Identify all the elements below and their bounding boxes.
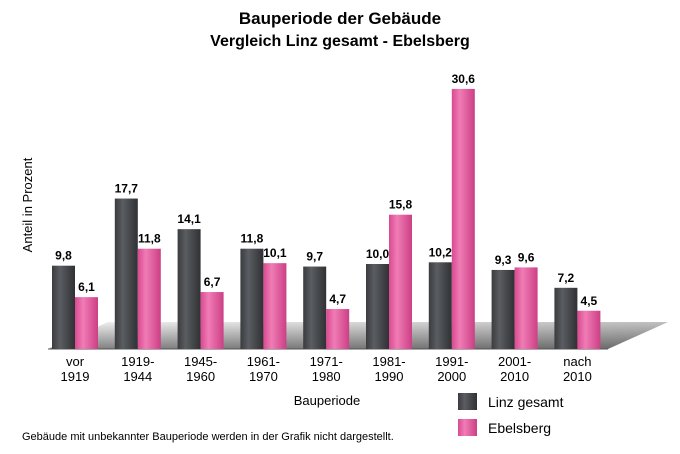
x-tick-label: 1991-	[435, 354, 468, 369]
bar-value-label: 9,8	[55, 249, 72, 263]
bar-linz-5	[366, 264, 389, 349]
bar-value-label: 11,8	[138, 232, 161, 246]
bar-ebelsberg-8	[577, 310, 601, 349]
bar-ebelsberg-5	[389, 214, 412, 349]
bar-value-label: 6,1	[78, 280, 95, 294]
x-tick-label: 2010	[563, 369, 592, 384]
x-tick-label: 2000	[437, 369, 466, 384]
x-tick-label: 1960	[186, 369, 215, 384]
bar-value-label: 9,7	[306, 250, 323, 264]
x-tick-label: 1980	[312, 369, 341, 384]
bar-ebelsberg-2	[200, 292, 224, 349]
bar-value-label: 10,2	[429, 245, 453, 259]
bar-value-label: 11,8	[241, 232, 264, 246]
bar-ebelsberg-4	[326, 309, 350, 349]
x-tick-label: 2010	[500, 369, 529, 384]
bar-value-label: 14,1	[177, 212, 201, 226]
bar-ebelsberg-7	[514, 267, 538, 349]
x-tick-label: 1971-	[310, 354, 343, 369]
x-tick-label: 2001-	[498, 354, 531, 369]
bar-labels-layer: 9,86,117,711,814,16,711,810,1 9,74,710,01…	[55, 72, 597, 308]
bar-linz-8	[554, 287, 578, 349]
x-tick-label: nach	[563, 354, 591, 369]
bar-value-label: 9,3	[495, 253, 512, 267]
x-tick-label: 1990	[375, 369, 404, 384]
bar-linz-3	[240, 248, 264, 349]
bar-value-label: 7,2	[558, 271, 575, 285]
bar-value-label: 30,6	[452, 72, 476, 86]
chart-subtitle: Vergleich Linz gesamt - Ebelsberg	[210, 33, 470, 50]
x-tick-label: 1961-	[247, 354, 280, 369]
bar-linz-4	[303, 266, 327, 349]
bar-linz-7	[491, 269, 515, 349]
bar-linz-2	[177, 229, 201, 349]
bars-layer	[52, 88, 601, 350]
bar-ebelsberg-6	[451, 88, 475, 350]
bar-ebelsberg-1	[137, 248, 161, 349]
x-tick-label: 1945-	[184, 354, 217, 369]
bar-value-label: 4,7	[329, 292, 346, 306]
x-tick-label: 1919-	[121, 354, 154, 369]
bar-value-label: 6,7	[204, 275, 221, 289]
legend-swatch-linz	[458, 393, 477, 410]
x-tick-labels: vor19191919-19441945-19601961-19701971-1…	[61, 354, 592, 384]
y-axis-label: Anteil in Prozent	[20, 157, 35, 252]
bar-value-label: 9,6	[518, 250, 535, 264]
bar-linz-1	[114, 198, 138, 349]
chart-title: Bauperiode der Gebäude	[239, 9, 441, 28]
legend-label-linz: Linz gesamt	[488, 394, 564, 410]
x-axis-label: Bauperiode	[294, 393, 361, 408]
bar-value-label: 10,0	[366, 247, 390, 261]
bar-value-label: 15,8	[389, 198, 413, 212]
bar-ebelsberg-0	[75, 297, 98, 349]
x-tick-label: 1919	[61, 369, 90, 384]
bar-value-label: 10,1	[263, 246, 287, 260]
x-tick-label: vor	[66, 354, 85, 369]
x-tick-label: 1944	[123, 369, 152, 384]
x-tick-label: 1981-	[372, 354, 405, 369]
legend: Linz gesamt Ebelsberg	[458, 393, 564, 436]
bar-linz-6	[428, 262, 452, 349]
legend-label-ebelsberg: Ebelsberg	[488, 420, 551, 436]
legend-swatch-ebelsberg	[458, 419, 477, 436]
bar-value-label: 17,7	[115, 182, 139, 196]
x-tick-label: 1970	[249, 369, 278, 384]
bar-ebelsberg-3	[263, 263, 287, 349]
footnote: Gebäude mit unbekannter Bauperiode werde…	[22, 431, 394, 443]
bar-value-label: 4,5	[581, 294, 598, 308]
bar-linz-0	[52, 265, 75, 349]
